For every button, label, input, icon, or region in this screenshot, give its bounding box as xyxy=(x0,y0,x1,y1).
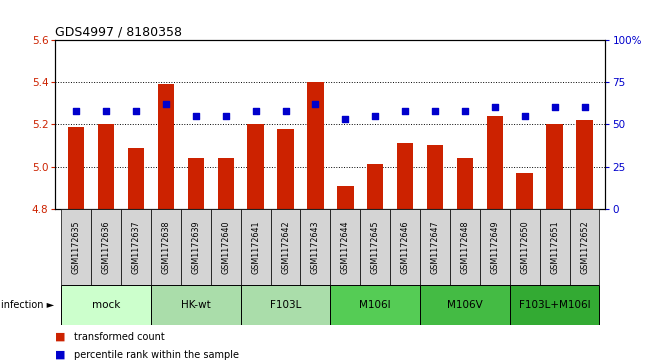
Bar xyxy=(540,209,570,285)
Bar xyxy=(420,285,510,325)
Bar xyxy=(397,143,413,209)
Point xyxy=(400,108,410,114)
Point xyxy=(370,113,380,119)
Text: GSM1172651: GSM1172651 xyxy=(550,220,559,274)
Bar xyxy=(337,185,353,209)
Bar xyxy=(121,209,151,285)
Bar xyxy=(241,209,271,285)
Text: GSM1172644: GSM1172644 xyxy=(341,220,350,274)
Bar xyxy=(576,120,592,209)
Bar xyxy=(427,146,443,209)
Text: transformed count: transformed count xyxy=(74,332,164,342)
Text: GSM1172649: GSM1172649 xyxy=(490,220,499,274)
Point xyxy=(191,113,201,119)
Text: HK-wt: HK-wt xyxy=(181,300,211,310)
Bar xyxy=(390,209,420,285)
Point xyxy=(251,108,261,114)
Bar xyxy=(457,158,473,209)
Text: GSM1172641: GSM1172641 xyxy=(251,220,260,274)
Text: GSM1172645: GSM1172645 xyxy=(370,220,380,274)
Bar xyxy=(151,209,181,285)
Text: GSM1172636: GSM1172636 xyxy=(102,220,111,274)
Bar xyxy=(301,209,330,285)
Bar xyxy=(330,285,420,325)
Text: GSM1172646: GSM1172646 xyxy=(400,220,409,274)
Bar xyxy=(61,209,91,285)
Point xyxy=(460,108,470,114)
Text: ■: ■ xyxy=(55,332,66,342)
Point xyxy=(161,101,171,107)
Bar xyxy=(480,209,510,285)
Point xyxy=(490,105,500,110)
Bar xyxy=(158,84,174,209)
Text: ■: ■ xyxy=(55,350,66,360)
Point xyxy=(430,108,440,114)
Text: mock: mock xyxy=(92,300,120,310)
Bar xyxy=(247,124,264,209)
Bar xyxy=(510,285,600,325)
Text: M106V: M106V xyxy=(447,300,483,310)
Text: GSM1172648: GSM1172648 xyxy=(460,220,469,274)
Bar xyxy=(187,158,204,209)
Bar xyxy=(570,209,600,285)
Point xyxy=(221,113,231,119)
Point xyxy=(519,113,530,119)
Bar xyxy=(68,127,85,209)
Bar xyxy=(450,209,480,285)
Text: GDS4997 / 8180358: GDS4997 / 8180358 xyxy=(55,26,182,39)
Bar xyxy=(277,129,294,209)
Text: GSM1172643: GSM1172643 xyxy=(311,220,320,274)
Bar xyxy=(546,124,563,209)
Text: GSM1172637: GSM1172637 xyxy=(132,220,141,274)
Text: GSM1172652: GSM1172652 xyxy=(580,220,589,274)
Bar xyxy=(98,124,115,209)
Bar xyxy=(181,209,211,285)
Bar xyxy=(151,285,241,325)
Point xyxy=(71,108,81,114)
Bar xyxy=(91,209,121,285)
Point xyxy=(340,117,350,122)
Point xyxy=(131,108,141,114)
Point xyxy=(579,105,590,110)
Text: GSM1172635: GSM1172635 xyxy=(72,220,81,274)
Bar xyxy=(61,285,151,325)
Bar xyxy=(211,209,241,285)
Text: M106I: M106I xyxy=(359,300,391,310)
Point xyxy=(101,108,111,114)
Bar xyxy=(241,285,330,325)
Bar xyxy=(367,164,383,209)
Text: percentile rank within the sample: percentile rank within the sample xyxy=(74,350,238,360)
Point xyxy=(311,101,321,107)
Bar xyxy=(330,209,360,285)
Text: GSM1172647: GSM1172647 xyxy=(430,220,439,274)
Text: F103L: F103L xyxy=(270,300,301,310)
Bar xyxy=(128,147,145,209)
Text: F103L+M106I: F103L+M106I xyxy=(519,300,590,310)
Bar xyxy=(307,82,324,209)
Point xyxy=(549,105,560,110)
Text: infection ►: infection ► xyxy=(1,300,55,310)
Bar xyxy=(516,173,533,209)
Bar xyxy=(486,116,503,209)
Bar xyxy=(420,209,450,285)
Bar xyxy=(271,209,301,285)
Text: GSM1172650: GSM1172650 xyxy=(520,220,529,274)
Text: GSM1172638: GSM1172638 xyxy=(161,220,171,274)
Text: GSM1172639: GSM1172639 xyxy=(191,220,201,274)
Bar xyxy=(510,209,540,285)
Text: GSM1172640: GSM1172640 xyxy=(221,220,230,274)
Bar xyxy=(217,158,234,209)
Point xyxy=(281,108,291,114)
Text: GSM1172642: GSM1172642 xyxy=(281,220,290,274)
Bar xyxy=(360,209,390,285)
